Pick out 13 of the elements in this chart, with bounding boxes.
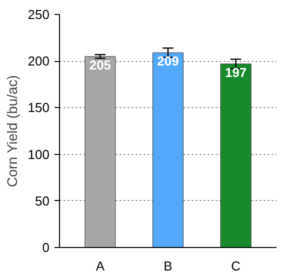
y-tick-label: 150 (28, 100, 50, 116)
x-tick-label: B (164, 258, 172, 274)
y-tick-label: 200 (28, 54, 50, 69)
y-tick-label: 250 (28, 7, 50, 22)
x-tick-label: C (231, 258, 241, 274)
data-label: 197 (224, 64, 247, 80)
data-label: 209 (157, 54, 179, 69)
y-axis-title: Corn Yield (bu/ac) (4, 75, 20, 188)
y-tick-label: 0 (42, 240, 50, 255)
y-tick-label: 50 (35, 193, 50, 208)
data-label: 205 (89, 57, 112, 72)
y-tick-label: 100 (28, 146, 50, 162)
x-tick-label: A (96, 258, 105, 274)
